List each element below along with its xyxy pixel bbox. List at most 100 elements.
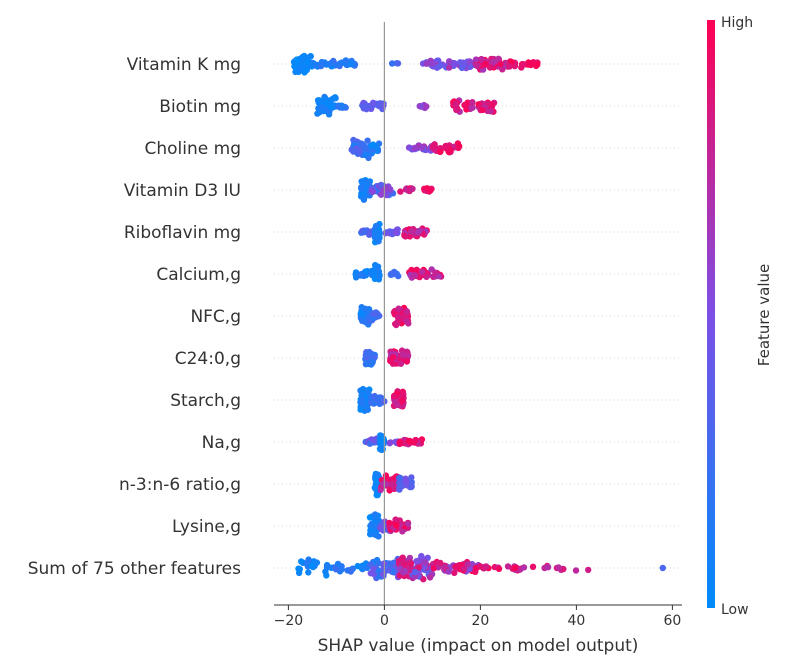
shap-point — [572, 567, 580, 574]
shap-point — [327, 60, 334, 67]
shap-point — [506, 63, 513, 70]
shap-point — [483, 563, 490, 570]
shap-point — [401, 232, 408, 239]
shap-point — [318, 58, 325, 66]
shap-point — [399, 554, 406, 561]
shap-point — [511, 564, 519, 571]
shap-point — [399, 528, 406, 535]
shap-point — [313, 559, 321, 566]
shap-point — [411, 568, 419, 576]
shap-point — [429, 143, 437, 150]
shap-point — [359, 564, 366, 571]
shap-point — [373, 228, 380, 235]
shap-point — [394, 313, 402, 320]
shap-point — [401, 567, 409, 575]
shap-point — [437, 62, 444, 69]
shap-point — [382, 481, 390, 488]
shap-point — [307, 53, 314, 60]
shap-point — [338, 102, 345, 109]
feature-label: Riboflavin mg — [124, 223, 241, 243]
shap-point — [293, 56, 300, 63]
shap-point — [332, 566, 340, 573]
shap-point — [308, 562, 316, 569]
shap-point — [403, 318, 410, 325]
shap-point — [355, 149, 363, 156]
shap-point — [298, 558, 305, 565]
shap-point — [424, 554, 431, 561]
feature-label: Choline mg — [145, 139, 241, 159]
feature-label: Biotin mg — [159, 97, 241, 117]
shap-point — [380, 435, 387, 442]
shap-point — [495, 55, 502, 62]
shap-point — [520, 61, 527, 68]
shap-point — [527, 61, 534, 68]
shap-point — [397, 188, 404, 195]
shap-point — [373, 144, 381, 151]
shap-point — [411, 145, 418, 152]
shap-point — [323, 564, 331, 571]
shap-point — [455, 144, 462, 151]
x-tick-label: 40 — [567, 613, 585, 629]
shap-point — [407, 560, 415, 567]
shap-point — [468, 104, 475, 112]
shap-point — [659, 564, 666, 572]
shap-point — [370, 565, 377, 573]
shap-point — [364, 137, 371, 144]
shap-point — [495, 565, 503, 572]
feature-label: Calcium,g — [156, 265, 241, 285]
shap-point — [446, 58, 453, 65]
x-tick-label: 0 — [380, 613, 389, 629]
shap-point — [428, 60, 436, 67]
shap-point — [585, 566, 592, 574]
shap-point — [390, 354, 397, 361]
shap-point — [348, 60, 355, 68]
x-axis-title: SHAP value (impact on model output) — [318, 636, 639, 656]
shap-point — [387, 439, 394, 446]
shap-point — [291, 63, 298, 70]
feature-label: Vitamin K mg — [127, 55, 241, 75]
shap-point — [309, 59, 317, 67]
feature-label: Lysine,g — [172, 517, 241, 537]
shap-point — [295, 565, 302, 572]
shap-point — [360, 196, 368, 203]
shap-point — [394, 60, 402, 67]
shap-point — [375, 560, 382, 567]
shap-point — [305, 557, 312, 565]
shap-point — [366, 349, 373, 356]
shap-point — [347, 568, 354, 575]
feature-labels: Vitamin K mg Biotin mg Choline mg Vitamin D… — [28, 55, 241, 579]
shap-point — [370, 99, 377, 107]
shap-point — [375, 533, 382, 540]
shap-point — [408, 483, 415, 490]
shap-point — [392, 516, 399, 523]
shap-point — [370, 311, 377, 318]
shap-point — [305, 569, 312, 576]
shap-point — [400, 561, 407, 568]
shap-point — [410, 439, 418, 446]
shap-point — [391, 392, 398, 400]
shap-point — [396, 474, 403, 482]
feature-label: n-3:n-6 ratio,g — [119, 475, 241, 495]
shap-point — [304, 58, 312, 66]
shap-point — [397, 360, 405, 367]
shap-point — [464, 561, 471, 568]
feature-label: NFC,g — [190, 307, 241, 327]
shap-point — [357, 272, 364, 279]
shap-point — [420, 576, 427, 583]
shap-point — [396, 438, 404, 446]
shap-point — [478, 55, 485, 63]
shap-point — [379, 571, 386, 578]
shap-point — [463, 106, 470, 113]
shap-point — [369, 359, 376, 366]
shap-point — [520, 564, 528, 571]
shap-point — [422, 559, 429, 566]
shap-point — [388, 60, 396, 67]
shap-point — [436, 148, 444, 155]
shap-point — [472, 56, 480, 63]
shap-point — [402, 478, 410, 485]
shap-point — [385, 567, 392, 574]
shap-point — [489, 101, 496, 108]
shap-point — [377, 446, 384, 453]
shap-point — [359, 385, 367, 393]
colorbar-title: Feature value — [755, 264, 773, 366]
